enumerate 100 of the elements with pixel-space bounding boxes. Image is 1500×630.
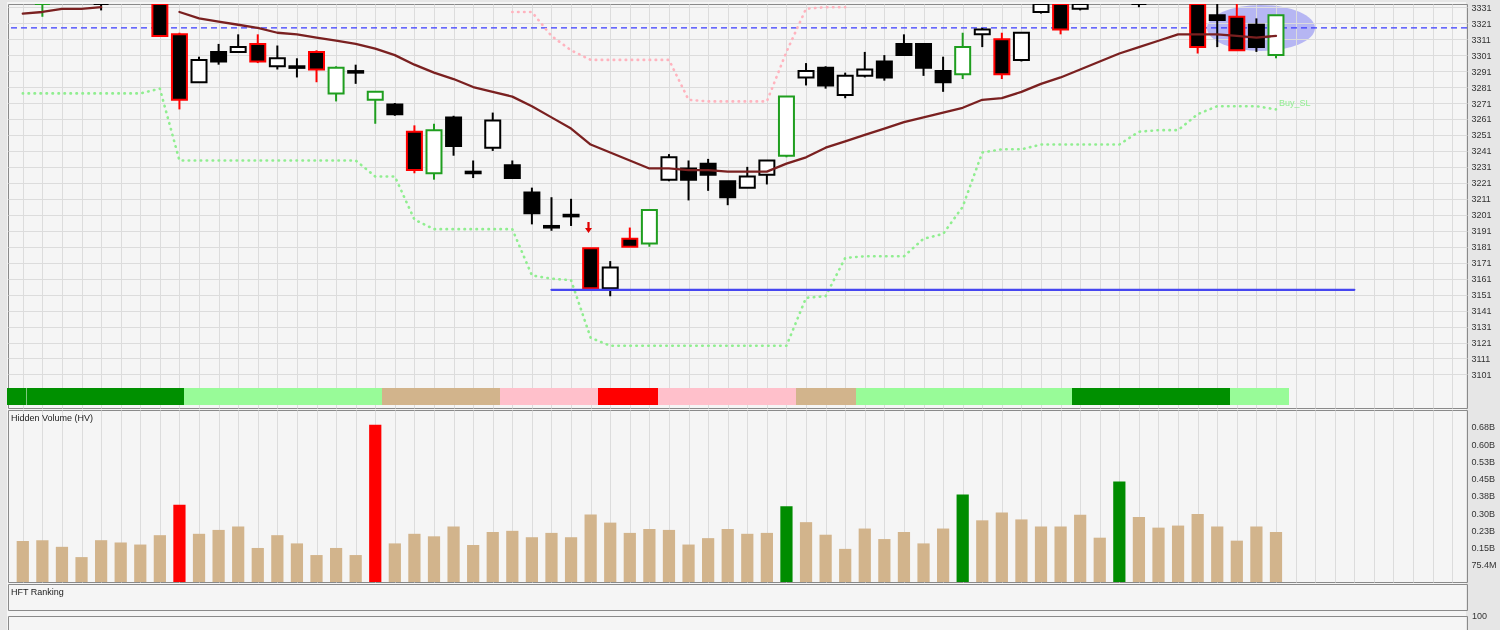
y-tick-label: 3241	[1471, 146, 1492, 157]
candlestick	[1208, 4, 1226, 49]
text: 100	[1472, 611, 1488, 621]
bar	[388, 543, 401, 582]
bar	[1191, 513, 1204, 582]
bar	[878, 539, 891, 582]
y-tick-label: 3191	[1471, 226, 1492, 237]
y-tick-label: 3121	[1471, 338, 1492, 349]
bar	[212, 529, 225, 582]
chart-title: Hidden Volume (HV)	[11, 413, 94, 423]
bar	[369, 424, 382, 582]
bar	[1152, 527, 1165, 582]
y-tick-label: 75.4M	[1471, 560, 1497, 571]
y-tick-label: 3251	[1471, 130, 1492, 141]
candlestick	[797, 62, 815, 87]
y-tick-label: 0.45B	[1471, 474, 1496, 485]
y-tick-label: 0.68B	[1471, 422, 1496, 433]
y-tick-label: 3221	[1471, 178, 1492, 189]
candlestick	[875, 54, 893, 82]
y-tick-label: 3231	[1471, 162, 1492, 173]
bar	[604, 522, 617, 582]
candlestick	[288, 57, 306, 79]
bar	[1230, 540, 1243, 582]
bar	[936, 528, 950, 582]
bar	[1269, 531, 1283, 582]
bar	[349, 555, 362, 582]
y-tick-label: 3311	[1471, 34, 1491, 45]
bar	[1211, 526, 1224, 582]
candlestick	[836, 71, 854, 100]
bar	[251, 547, 264, 582]
y-tick-label: 3281	[1471, 82, 1492, 93]
y-tick-label: 3321	[1471, 18, 1492, 29]
y-tick-label: 3131	[1471, 322, 1492, 333]
y-tick-label: 0.38B	[1471, 491, 1496, 502]
bar	[16, 541, 29, 582]
bar	[1054, 526, 1067, 582]
series-label: Buy_SL	[1278, 98, 1311, 109]
bar	[153, 535, 166, 582]
candlestick	[1247, 17, 1265, 53]
y-tick-label: 0.15B	[1471, 543, 1496, 554]
bar	[1132, 516, 1146, 582]
bar	[467, 545, 480, 582]
y-tick-label: 3201	[1471, 210, 1492, 221]
bar	[917, 543, 930, 582]
bar	[976, 520, 989, 582]
bar	[956, 494, 969, 582]
candlestick	[601, 260, 619, 298]
bar	[1171, 525, 1185, 582]
candlestick	[308, 49, 325, 84]
bar	[506, 530, 519, 582]
y-tick-label: 3211	[1471, 194, 1491, 205]
bar	[329, 547, 343, 582]
candlestick	[621, 226, 639, 248]
bar	[1113, 481, 1126, 582]
candlestick	[719, 180, 737, 207]
candlestick	[856, 50, 874, 79]
bar	[780, 506, 793, 582]
y-tick-label: 3271	[1471, 98, 1492, 109]
candlestick	[249, 33, 267, 65]
bar	[858, 528, 871, 582]
bar	[682, 544, 695, 582]
bar	[36, 540, 49, 582]
y-tick-label: 0.23B	[1471, 525, 1496, 536]
y-tick-label: 3331	[1471, 2, 1492, 13]
bar	[408, 533, 421, 582]
candlestick	[895, 33, 913, 57]
candlestick	[523, 186, 541, 226]
bar	[310, 555, 323, 582]
candlestick	[973, 26, 991, 49]
bar	[232, 526, 245, 582]
y-tick-label: 3111	[1471, 354, 1491, 364]
y-tick-label: 0.53B	[1471, 456, 1496, 467]
candlestick	[366, 90, 384, 125]
bar	[721, 529, 734, 582]
candlestick	[190, 55, 208, 84]
y-tick-label: 3171	[1471, 258, 1492, 269]
y-tick-label: 3301	[1471, 50, 1492, 61]
bar	[114, 542, 127, 582]
bar	[486, 531, 499, 582]
bar	[173, 504, 186, 582]
bar	[662, 529, 676, 582]
candlestick	[915, 42, 933, 77]
bar	[819, 534, 832, 582]
bar	[525, 537, 539, 582]
bar	[760, 532, 773, 582]
bar	[623, 532, 636, 582]
bar	[1015, 519, 1028, 582]
bar	[427, 536, 441, 582]
bar	[1250, 526, 1263, 582]
bar	[1074, 514, 1087, 582]
candlestick	[210, 42, 228, 66]
candlestick	[817, 65, 835, 90]
bar	[643, 529, 656, 582]
candlestick	[542, 196, 560, 232]
y-tick-label: 3261	[1471, 114, 1492, 125]
line-series	[21, 87, 1278, 348]
line-series	[511, 5, 847, 103]
bar	[1093, 537, 1106, 582]
bar	[545, 532, 558, 582]
candlestick	[347, 63, 365, 85]
